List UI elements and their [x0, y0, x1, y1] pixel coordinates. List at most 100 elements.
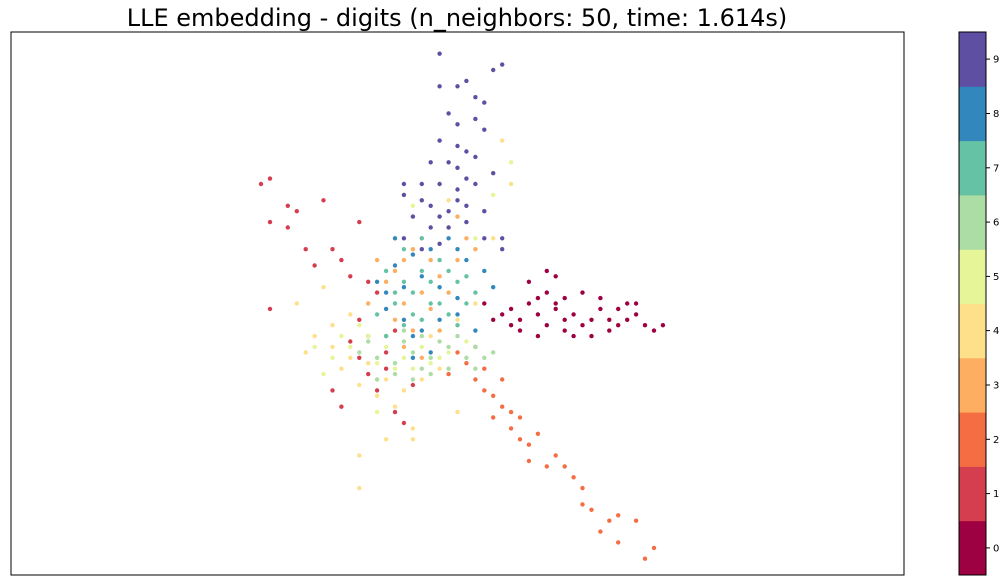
scatter-point-digit-1: [312, 263, 317, 268]
colorbar-frame: [958, 31, 987, 576]
scatter-point-digit-0: [571, 312, 576, 317]
scatter-point-digit-8: [410, 333, 416, 339]
scatter-point-digit-0: [553, 274, 558, 279]
scatter-point-digit-2: [517, 415, 523, 420]
scatter-point-digit-9: [464, 219, 469, 225]
scatter-point-digit-5: [401, 355, 407, 360]
scatter-point-digit-0: [553, 301, 558, 306]
scatter-point-digit-6: [419, 333, 424, 339]
scatter-point-digit-1: [339, 404, 344, 409]
colorbar-segment-1: [959, 466, 986, 522]
scatter-point-digit-9: [455, 198, 460, 203]
colorbar-tick-label-2: 2: [993, 435, 999, 446]
scatter-point-digit-4: [303, 350, 308, 355]
scatter-point-digit-8: [455, 247, 460, 252]
scatter-point-digit-6: [410, 350, 416, 355]
colorbar-segment-7: [959, 140, 986, 196]
scatter-point-digit-6: [473, 344, 478, 350]
scatter-point-digit-2: [544, 464, 549, 469]
scatter-point-digit-4: [312, 333, 317, 339]
scatter-point-digit-0: [508, 323, 514, 328]
scatter-point-digit-0: [616, 306, 621, 312]
scatter-point-digit-0: [580, 290, 585, 295]
colorbar-tick-label-4: 4: [993, 326, 999, 337]
scatter-point-digit-8: [419, 328, 424, 333]
scatter-point-digit-9: [428, 203, 433, 208]
scatter-point-digit-0: [517, 317, 523, 322]
scatter-point-digit-6: [446, 366, 451, 371]
scatter-point-digit-7: [401, 247, 407, 252]
scatter-point-digit-6: [455, 333, 460, 339]
scatter-point-digit-4: [437, 366, 442, 371]
scatter-point-digit-9: [437, 51, 442, 56]
scatter-point-digit-1: [401, 420, 407, 426]
scatter-point-digit-2: [562, 464, 567, 469]
scatter-point-digit-9: [419, 198, 424, 203]
scatter-point-digit-1: [357, 219, 362, 225]
colorbar-tick-label-1: 1: [993, 489, 999, 500]
scatter-point-digit-8: [428, 247, 433, 252]
scatter-point-digit-0: [571, 333, 576, 339]
scatter-point-digit-7: [437, 257, 442, 263]
scatter-point-digit-8: [455, 295, 460, 301]
scatter-point-digit-3: [392, 268, 398, 274]
scatter-point-digit-7: [437, 301, 442, 306]
scatter-point-digit-1: [285, 203, 290, 208]
scatter-point-digit-2: [482, 388, 487, 393]
scatter-point-digit-5: [339, 333, 344, 339]
scatter-point-digit-8: [383, 290, 389, 295]
scatter-point-digit-9: [419, 247, 424, 252]
scatter-point-digit-8: [392, 263, 398, 268]
scatter-point-digit-4: [321, 285, 326, 290]
scatter-point-digit-6: [491, 350, 496, 355]
scatter-point-digit-9: [455, 143, 460, 149]
scatter-point-digit-3: [392, 317, 398, 322]
scatter-point-digit-9: [482, 236, 487, 241]
colorbar-segment-3: [959, 357, 986, 413]
scatter-point-digit-0: [562, 328, 567, 333]
scatter-point-digit-0: [607, 317, 612, 322]
colorbar-tick-label-6: 6: [993, 218, 999, 229]
scatter-point-digit-2: [616, 540, 621, 545]
scatter-point-digit-7: [410, 290, 416, 295]
scatter-point-digit-5: [464, 339, 469, 344]
scatter-point-digit-0: [500, 312, 505, 317]
scatter-point-digit-3: [401, 257, 407, 263]
colorbar-tick-label-9: 9: [993, 55, 999, 66]
scatter-point-digit-9: [410, 214, 416, 219]
scatter-point-digit-7: [383, 333, 389, 339]
scatter-point-digit-5: [312, 344, 317, 350]
scatter-point-digit-8: [410, 355, 416, 360]
scatter-point-digit-9: [482, 100, 487, 105]
scatter-point-digit-5: [392, 366, 398, 371]
scatter-point-digit-3: [473, 247, 478, 252]
scatter-point-digit-9: [464, 203, 469, 208]
scatter-point-digit-6: [446, 344, 451, 350]
scatter-point-digit-2: [580, 502, 585, 507]
scatter-point-digit-9: [491, 171, 496, 176]
scatter-point-digit-6: [473, 366, 478, 371]
scatter-point-digit-8: [419, 274, 424, 279]
scatter-point-digit-1: [267, 306, 273, 312]
scatter-point-digit-5: [473, 236, 478, 241]
scatter-point-digit-3: [437, 328, 442, 333]
scatter-point-digit-5: [410, 366, 416, 371]
scatter-point-digit-6: [482, 355, 487, 360]
scatter-point-digit-7: [455, 279, 460, 284]
scatter-point-digit-2: [482, 366, 487, 371]
colorbar-segment-5: [959, 249, 986, 304]
scatter-point-digit-5: [321, 371, 326, 377]
scatter-point-digit-6: [392, 371, 398, 377]
scatter-point-digit-2: [508, 409, 514, 415]
scatter-point-digit-0: [535, 333, 541, 339]
scatter-point-digit-7: [392, 290, 398, 295]
scatter-point-digit-0: [633, 312, 639, 317]
colorbar-tick-label-0: 0: [993, 543, 999, 554]
scatter-point-digit-2: [517, 437, 523, 442]
scatter-point-digit-4: [383, 377, 389, 382]
colorbar-tick-label-8: 8: [993, 109, 999, 120]
scatter-point-digit-0: [517, 328, 523, 333]
scatter-point-digit-1: [410, 382, 416, 388]
scatter-point-digit-1: [258, 181, 264, 187]
scatter-point-digit-7: [401, 279, 407, 284]
